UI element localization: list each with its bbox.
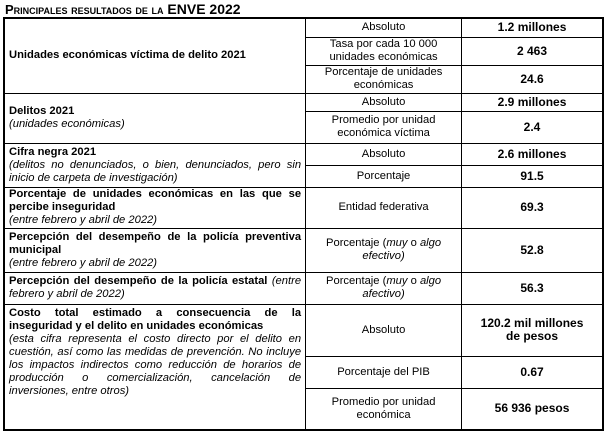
value-cell: 2.6 millones — [461, 142, 604, 166]
row-label: Delitos 2021 — [9, 105, 75, 117]
row-label-cell: Porcentaje de unidades económicas en las… — [3, 186, 307, 229]
metric-cell: Porcentaje del PIB — [305, 355, 463, 389]
row-note: (delitos no denunciados, o bien, denunci… — [9, 158, 302, 184]
table-row: Porcentaje de unidades económicas en las… — [3, 186, 604, 229]
row-label-cell: Cifra negra 2021 (delitos no denunciados,… — [3, 142, 307, 188]
table-row: Promedio por unidad económica víctima 2.… — [4, 110, 604, 144]
table-row: Porcentaje del PIB 0.67 — [4, 355, 604, 389]
metric-cell: Absoluto — [305, 303, 463, 357]
title-emphasis: ENVE 2022 — [167, 1, 241, 17]
value-cell: 1.2 millones — [461, 17, 604, 38]
table-row: Unidades económicas víctima de delito 20… — [3, 17, 604, 94]
table-title: Principales resultados de la ENVE 2022 — [5, 1, 241, 17]
metric-cell: Tasa por cada 10 000 unidades económicas — [305, 36, 463, 66]
metric-cell: Promedio por unidad económica — [305, 387, 463, 431]
table-row: Costo total estimado a consecuencia de l… — [3, 303, 604, 431]
value-cell: 56.3 — [461, 271, 604, 305]
metric-text: muy — [386, 275, 408, 287]
metric-text: Porcentaje ( — [326, 237, 387, 249]
table-row: Percepción del desempeño de la policía e… — [3, 271, 604, 305]
value-cell: 2 463 — [461, 36, 604, 66]
value-cell: 2.4 — [461, 110, 604, 144]
row-label: Percepción del desempeño de la policía e… — [9, 275, 268, 287]
metric-text: afectivo) — [362, 288, 405, 300]
row-label-cell: Delitos 2021 (unidades económicas) — [3, 92, 307, 144]
value-cell: 91.5 — [461, 164, 604, 188]
table-row: Porcentaje de unidades económicas 24.6 — [4, 64, 604, 94]
row-label-cell: Costo total estimado a consecuencia de l… — [3, 303, 307, 431]
metric-cell: Porcentaje de unidades económicas — [305, 64, 463, 94]
row-note: (esta cifra representa el costo directo … — [9, 332, 302, 397]
row-label: Percepción del desempeño de la policía p… — [9, 230, 302, 256]
value-cell: 69.3 — [461, 186, 604, 229]
metric-cell: Porcentaje (muy o algo efectivo) — [305, 227, 463, 273]
row-label-cell: Unidades económicas víctima de delito 20… — [3, 17, 307, 94]
metric-cell: Promedio por unidad económica víctima — [305, 110, 463, 144]
table-row: Cifra negra 2021 (delitos no denunciados,… — [3, 142, 604, 188]
metric-cell: Porcentaje — [305, 164, 463, 188]
row-label: Cifra negra 2021 — [9, 145, 97, 158]
value-cell: 24.6 — [461, 64, 604, 94]
row-label: Costo total estimado a consecuencia de l… — [9, 306, 302, 332]
row-note: (entre febrero y abril de 2022) — [9, 256, 158, 269]
metric-cell: Absoluto — [305, 142, 463, 166]
metric-text: efectivo) — [362, 250, 405, 262]
metric-cell: Absoluto — [305, 17, 463, 38]
row-note: (unidades económicas) — [9, 118, 125, 130]
metric-cell: Entidad federativa — [305, 186, 463, 229]
metric-text: algo — [419, 275, 442, 287]
metric-text: muy — [386, 237, 408, 249]
value-cell: 0.67 — [461, 355, 604, 389]
value-cell: 120.2 mil millones de pesos — [461, 303, 604, 357]
row-label: Porcentaje de unidades económicas en las… — [9, 188, 302, 213]
results-table: Unidades económicas víctima de delito 20… — [3, 17, 604, 431]
table-row: Promedio por unidad económica 56 936 pes… — [4, 387, 604, 431]
value-cell: 56 936 pesos — [461, 387, 604, 431]
metric-text: o — [407, 237, 420, 249]
metric-cell: Porcentaje (muy o algo afectivo) — [305, 271, 463, 305]
row-label: Unidades económicas víctima de delito 20… — [9, 49, 246, 62]
table-row: Percepción del desempeño de la policía p… — [3, 227, 604, 273]
row-note: (entre febrero y abril de 2022) — [9, 275, 302, 300]
value-cell: 2.9 millones — [461, 92, 604, 112]
table-row: Delitos 2021 (unidades económicas) Absolu… — [3, 92, 604, 144]
value-cell: 52.8 — [461, 227, 604, 273]
row-label-cell: Percepción del desempeño de la policía p… — [3, 227, 307, 273]
metric-text: o — [407, 275, 420, 287]
table-row: Porcentaje 91.5 — [4, 164, 604, 188]
metric-text: algo — [419, 237, 442, 249]
title-text: Principales resultados de la — [5, 2, 164, 17]
row-label-cell: Percepción del desempeño de la policía e… — [3, 271, 307, 305]
table-row: Tasa por cada 10 000 unidades económicas… — [4, 36, 604, 66]
metric-cell: Absoluto — [305, 92, 463, 112]
row-note: (entre febrero y abril de 2022) — [9, 214, 158, 226]
metric-text: Porcentaje ( — [326, 275, 387, 287]
